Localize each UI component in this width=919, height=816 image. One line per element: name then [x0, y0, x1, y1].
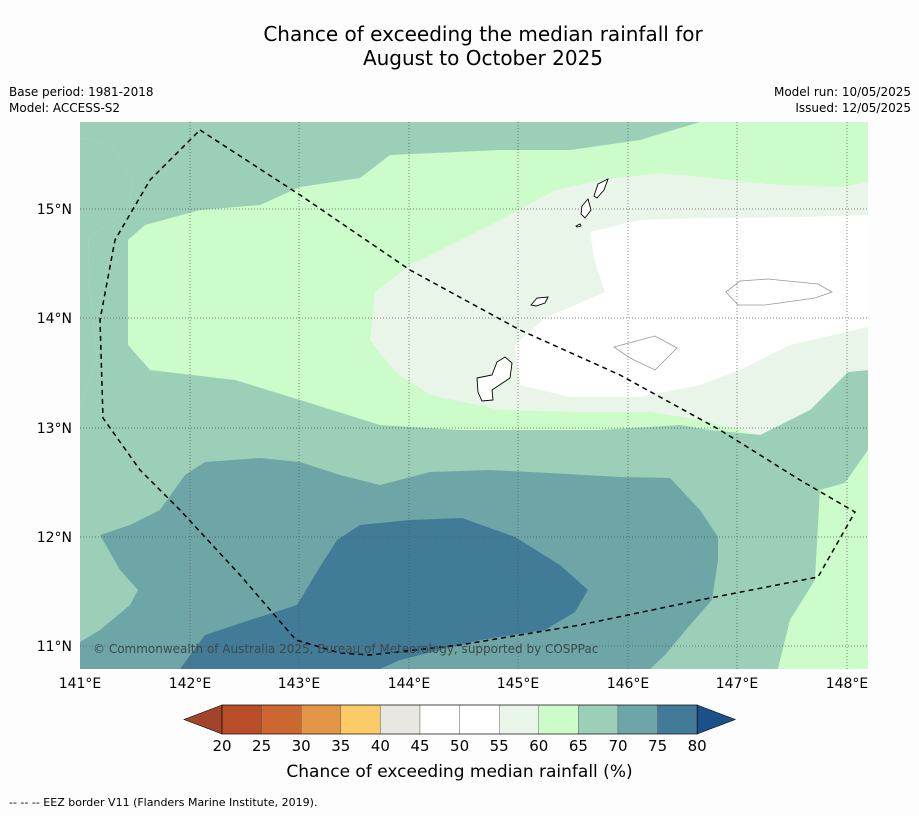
- y-tick-label: 13°N: [37, 421, 72, 437]
- colorbar-segment: [419, 704, 460, 735]
- colorbar-arrow-high: [696, 704, 737, 735]
- x-tick-label: 147°E: [716, 676, 759, 692]
- zone-60-65-right: [778, 450, 868, 669]
- base-info: Base period: 1981-2018 Model: ACCESS-S2: [9, 84, 154, 116]
- issued-date: Issued: 12/05/2025: [795, 101, 911, 115]
- rota-island: [530, 296, 549, 307]
- colorbar-segment: [380, 704, 421, 735]
- run-info: Model run: 10/05/2025 Issued: 12/05/2025: [774, 84, 911, 116]
- colorbar-tick-label: 65: [569, 737, 588, 755]
- map-title: Chance of exceeding the median rainfall …: [0, 22, 919, 70]
- y-tick-label: 11°N: [37, 639, 72, 655]
- x-tick-label: 143°E: [278, 676, 321, 692]
- colorbar-segment: [657, 704, 698, 735]
- x-tick-label: 146°E: [607, 676, 650, 692]
- model-name: Model: ACCESS-S2: [9, 101, 121, 115]
- title-line-1: Chance of exceeding the median rainfall …: [263, 22, 703, 46]
- tinian-island: [575, 223, 582, 228]
- guam-island: [476, 356, 513, 402]
- x-tick-label: 142°E: [169, 676, 212, 692]
- colorbar-arrow-low: [183, 704, 223, 735]
- colorbar-segment: [499, 704, 540, 735]
- title-line-2: August to October 2025: [362, 46, 604, 70]
- footnote: -- -- -- EEZ border V11 (Flanders Marine…: [9, 796, 318, 809]
- farallon-island: [593, 178, 609, 199]
- colorbar: 20 25 30 35 40 45 50 55 60 65 70 75 80: [183, 704, 737, 755]
- colorbar-tick-label: 50: [450, 737, 469, 755]
- colorbar-tick-label: 75: [648, 737, 667, 755]
- x-tick-label: 148°E: [826, 676, 869, 692]
- colorbar-frame: [221, 704, 698, 735]
- contour-line-1: [725, 278, 833, 306]
- colorbar-tick-label: 30: [292, 737, 311, 755]
- colorbar-segment: [301, 704, 342, 735]
- saipan-island: [580, 198, 592, 219]
- colorbar-tick-label: 80: [688, 737, 707, 755]
- copyright-text: © Commonwealth of Australia 2025, Bureau…: [93, 642, 598, 656]
- y-tick-label: 15°N: [37, 202, 72, 218]
- colorbar-tick-label: 40: [371, 737, 390, 755]
- x-tick-label: 144°E: [388, 676, 431, 692]
- x-tick-label: 141°E: [59, 676, 102, 692]
- zone-75-80: [180, 518, 588, 669]
- base-period: Base period: 1981-2018: [9, 85, 154, 99]
- colorbar-segment: [340, 704, 381, 735]
- colorbar-segment: [538, 704, 579, 735]
- zone-50-55: [515, 215, 868, 397]
- eez-border: [99, 129, 857, 656]
- y-axis-labels: 15°N 14°N 13°N 12°N 11°N: [37, 202, 72, 655]
- colorbar-tick-label: 20: [212, 737, 231, 755]
- y-tick-label: 14°N: [37, 311, 72, 327]
- colorbar-tick-label: 25: [252, 737, 271, 755]
- contour-fill: [80, 122, 868, 669]
- x-tick-label: 145°E: [497, 676, 540, 692]
- colorbar-tick-label: 45: [410, 737, 429, 755]
- colorbar-tick-label: 35: [331, 737, 350, 755]
- model-run: Model run: 10/05/2025: [773, 85, 911, 99]
- colorbar-segment: [617, 704, 658, 735]
- colorbar-tick-label: 60: [529, 737, 548, 755]
- colorbar-tick-label: 70: [608, 737, 627, 755]
- colorbar-segment: [261, 704, 302, 735]
- colorbar-tick-label: 55: [490, 737, 509, 755]
- x-axis-labels: 141°E 142°E 143°E 144°E 145°E 146°E 147°…: [59, 676, 869, 692]
- y-tick-label: 12°N: [37, 530, 72, 546]
- islands: [476, 178, 609, 402]
- colorbar-segment: [578, 704, 619, 735]
- gridlines: [80, 122, 868, 669]
- colorbar-label: Chance of exceeding median rainfall (%): [286, 762, 633, 782]
- contour-line-2: [613, 335, 678, 371]
- colorbar-segment: [459, 704, 500, 735]
- colorbar-segment: [221, 704, 262, 735]
